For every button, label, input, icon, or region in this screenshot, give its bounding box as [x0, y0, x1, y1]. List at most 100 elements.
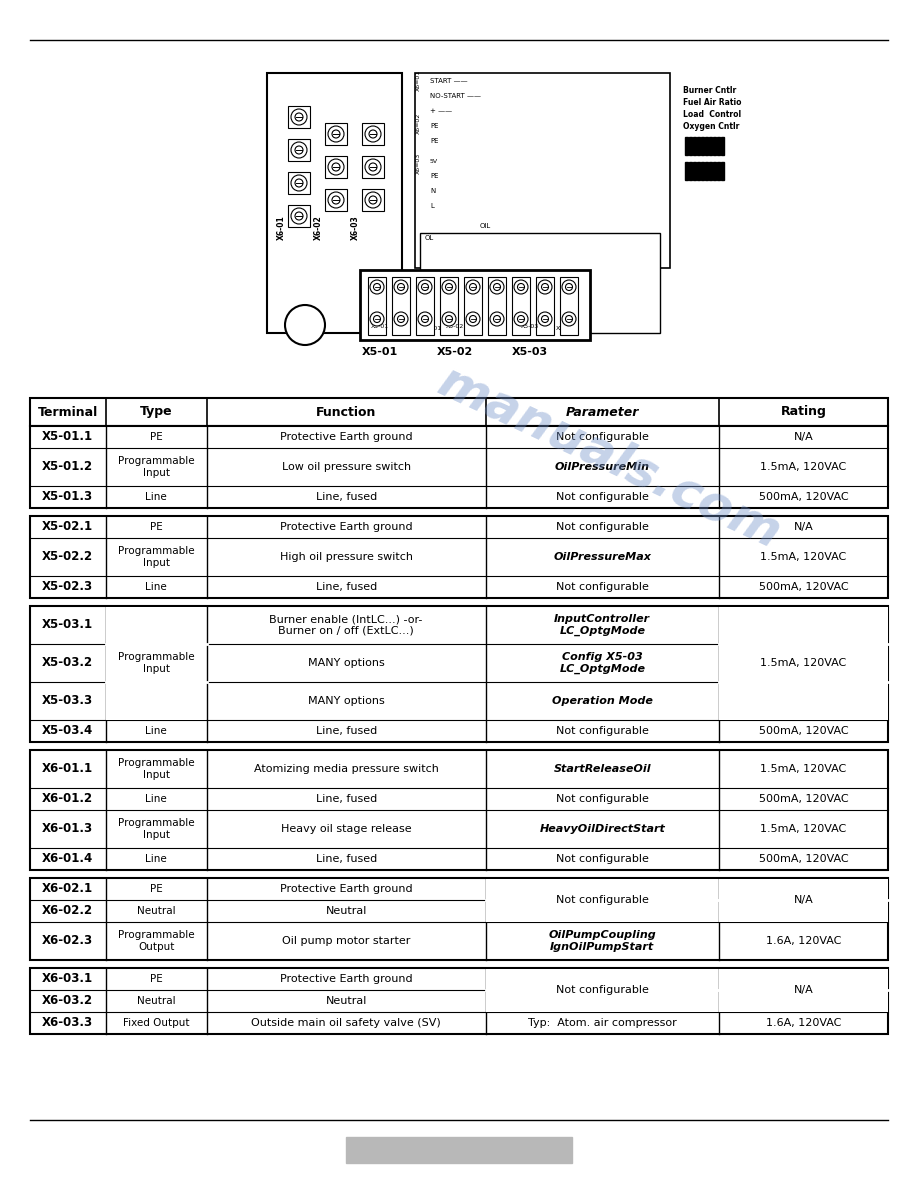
Text: Not configurable: Not configurable: [555, 985, 649, 996]
Text: Burner Cntlr: Burner Cntlr: [683, 86, 736, 95]
Bar: [721, 137, 723, 154]
Circle shape: [418, 312, 432, 326]
Text: Operation Mode: Operation Mode: [552, 696, 653, 706]
Bar: [701, 137, 703, 154]
Text: X5-02: X5-02: [489, 326, 507, 331]
Bar: [693, 137, 696, 154]
Text: + ——: + ——: [430, 108, 453, 114]
Text: Oxygen Cntlr: Oxygen Cntlr: [683, 122, 739, 131]
Bar: [416, 277, 434, 335]
Circle shape: [328, 126, 344, 143]
Bar: [693, 162, 696, 181]
Circle shape: [514, 280, 528, 293]
Bar: [717, 162, 720, 181]
Text: 1.5mA, 120VAC: 1.5mA, 120VAC: [760, 824, 846, 834]
Text: Heavy oil stage release: Heavy oil stage release: [281, 824, 411, 834]
Text: PE: PE: [150, 432, 162, 442]
Text: Protective Earth ground: Protective Earth ground: [280, 522, 412, 532]
Text: 500mA, 120VAC: 500mA, 120VAC: [758, 854, 848, 864]
Text: 1.5mA, 120VAC: 1.5mA, 120VAC: [760, 552, 846, 562]
Circle shape: [466, 312, 480, 326]
Text: Terminal: Terminal: [38, 405, 98, 418]
Text: X5-03.2: X5-03.2: [42, 657, 94, 670]
Text: X6-02.3: X6-02.3: [42, 935, 94, 948]
Text: Line, fused: Line, fused: [316, 582, 376, 592]
Circle shape: [291, 208, 307, 225]
Bar: [325, 189, 347, 211]
Circle shape: [562, 312, 576, 326]
Text: X5-02: X5-02: [437, 347, 473, 358]
Text: X6-03.1: X6-03.1: [42, 973, 94, 986]
Circle shape: [370, 312, 384, 326]
Bar: [325, 156, 347, 178]
Text: Line: Line: [145, 794, 167, 804]
Bar: [705, 137, 708, 154]
Text: Not configurable: Not configurable: [555, 854, 649, 864]
Bar: [512, 277, 530, 335]
Text: Config X5-03
LC_OptgMode: Config X5-03 LC_OptgMode: [559, 652, 645, 674]
Text: 1.5mA, 120VAC: 1.5mA, 120VAC: [760, 764, 846, 775]
Text: OilPressureMax: OilPressureMax: [554, 552, 651, 562]
Bar: [709, 137, 711, 154]
Text: X5-02.1: X5-02.1: [42, 520, 94, 533]
Circle shape: [442, 312, 456, 326]
Bar: [368, 277, 386, 335]
Text: Protective Earth ground: Protective Earth ground: [280, 974, 412, 984]
Circle shape: [365, 126, 381, 143]
Bar: [288, 106, 310, 128]
Text: manuals.com: manuals.com: [431, 358, 789, 558]
Text: PE: PE: [430, 138, 439, 144]
Text: 1.6A, 120VAC: 1.6A, 120VAC: [766, 1018, 841, 1028]
Circle shape: [291, 109, 307, 125]
Circle shape: [328, 159, 344, 175]
Text: 1.6A, 120VAC: 1.6A, 120VAC: [766, 936, 841, 946]
Text: Programmable
Input: Programmable Input: [118, 758, 195, 779]
Text: X5-01: X5-01: [371, 324, 389, 329]
Text: N/A: N/A: [794, 432, 813, 442]
Text: X5-03.4: X5-03.4: [42, 725, 94, 738]
Text: Programmable
Output: Programmable Output: [118, 930, 195, 952]
Circle shape: [490, 312, 504, 326]
Text: 1.5mA, 120VAC: 1.5mA, 120VAC: [760, 658, 846, 668]
Text: OIL: OIL: [480, 223, 491, 229]
Text: 500mA, 120VAC: 500mA, 120VAC: [758, 582, 848, 592]
Text: X5-01.1: X5-01.1: [42, 430, 94, 443]
Bar: [560, 277, 578, 335]
Text: X6-03.2: X6-03.2: [42, 994, 94, 1007]
Text: 500mA, 120VAC: 500mA, 120VAC: [758, 794, 848, 804]
Text: Programmable
Input: Programmable Input: [118, 456, 195, 478]
Text: X6=02: X6=02: [416, 113, 421, 134]
Text: X6-03: X6-03: [351, 216, 360, 240]
Bar: [288, 172, 310, 194]
Text: Line: Line: [145, 854, 167, 864]
Bar: [720, 968, 888, 1011]
Text: X5-01.2: X5-01.2: [42, 461, 94, 474]
Text: Neutral: Neutral: [326, 996, 367, 1006]
Text: X5-03: X5-03: [521, 324, 539, 329]
Text: Atomizing media pressure switch: Atomizing media pressure switch: [253, 764, 439, 775]
Bar: [30, 878, 888, 960]
Text: MANY options: MANY options: [308, 658, 385, 668]
Bar: [689, 162, 691, 181]
Text: X6=03: X6=03: [416, 153, 421, 173]
Text: X6-02: X6-02: [314, 216, 322, 240]
Text: Not configurable: Not configurable: [555, 492, 649, 503]
Text: START ——: START ——: [430, 78, 467, 84]
Bar: [392, 277, 410, 335]
Circle shape: [365, 192, 381, 208]
Text: X5-03.1: X5-03.1: [42, 619, 94, 632]
Circle shape: [370, 280, 384, 293]
Text: Programmable
Input: Programmable Input: [118, 819, 195, 840]
Text: PE: PE: [150, 884, 162, 895]
Text: X5-01: X5-01: [424, 326, 442, 331]
Text: OL: OL: [425, 235, 434, 241]
Text: X6=01: X6=01: [416, 70, 421, 91]
Text: X6-02.2: X6-02.2: [42, 904, 94, 917]
Bar: [106, 607, 207, 720]
Text: Programmable
Input: Programmable Input: [118, 546, 195, 568]
Circle shape: [466, 280, 480, 293]
Bar: [30, 968, 888, 1034]
Text: NO-START ——: NO-START ——: [430, 93, 481, 99]
Text: Burner enable (IntLC...) -or-
Burner on / off (ExtLC...): Burner enable (IntLC...) -or- Burner on …: [270, 614, 423, 636]
Text: Typ:  Atom. air compressor: Typ: Atom. air compressor: [528, 1018, 677, 1028]
